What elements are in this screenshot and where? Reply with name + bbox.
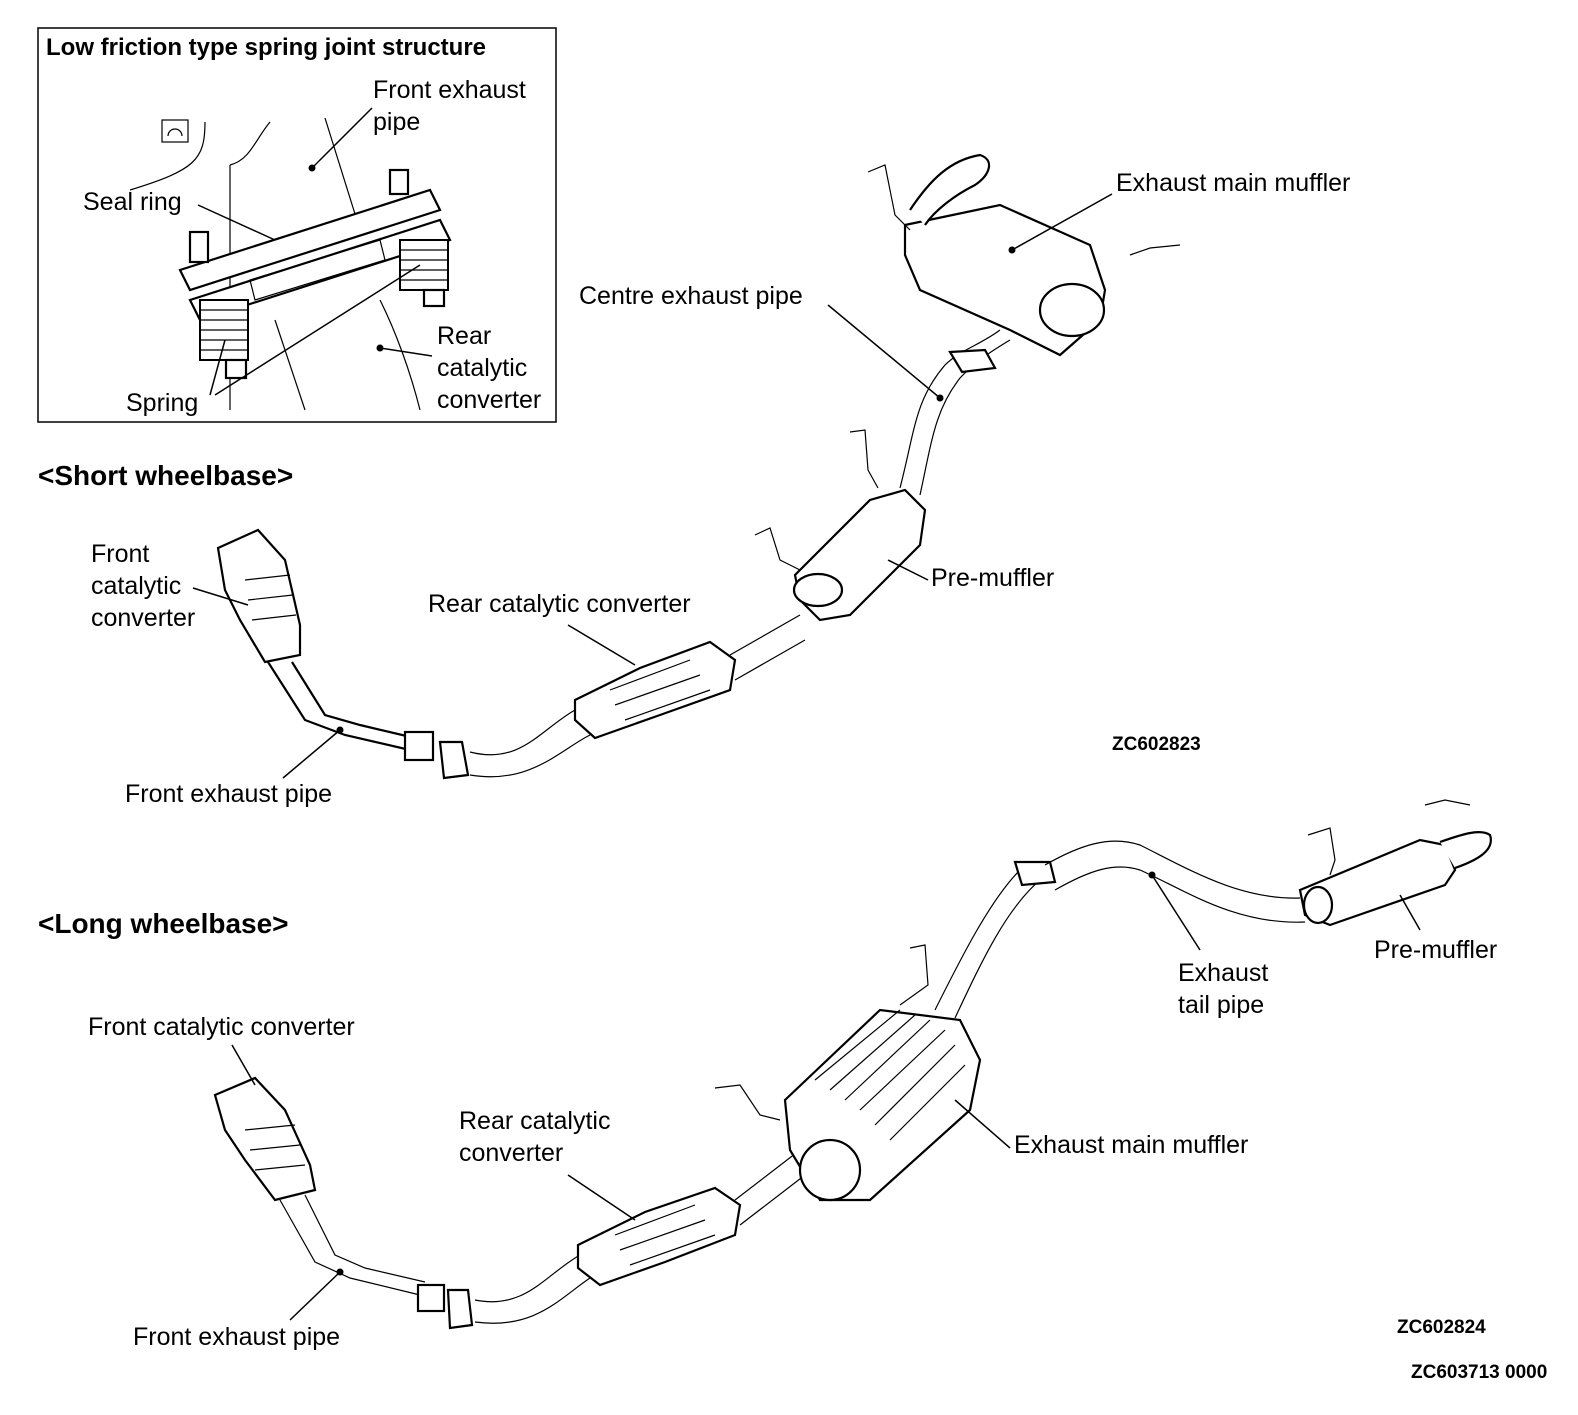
- swb-front-exhaust-pipe-label: Front exhaust pipe: [125, 780, 333, 808]
- swb-pre-muffler-label: Pre-muffler: [931, 564, 1055, 592]
- swb-front-cat-label-line1: Front: [91, 540, 150, 568]
- swb-figure-code: ZC602823: [1112, 734, 1201, 755]
- lwb-rear-cat-label-line1: Rear catalytic: [459, 1107, 611, 1135]
- inset-spring-label: Spring: [126, 389, 199, 417]
- lwb-exhaust-tail-pipe-label-line1: Exhaust: [1178, 959, 1269, 987]
- inset-title: Low friction type spring joint structure: [46, 34, 487, 61]
- lwb-exhaust-tail-pipe-label-line2: tail pipe: [1178, 991, 1265, 1019]
- short-wheelbase-drawing: [192, 153, 1181, 780]
- lwb-pre-muffler-label: Pre-muffler: [1374, 936, 1498, 964]
- inset-seal-ring-label: Seal ring: [83, 188, 182, 216]
- lwb-front-cat-label: Front catalytic converter: [88, 1013, 355, 1041]
- swb-front-cat-label-line2: catalytic: [91, 572, 182, 600]
- lwb-exhaust-main-muffler-label: Exhaust main muffler: [1014, 1131, 1249, 1159]
- inset-rear-cat-label-line1: Rear: [437, 322, 492, 350]
- swb-rear-cat-label: Rear catalytic converter: [428, 590, 691, 618]
- long-wheelbase-drawing: [213, 799, 1492, 1330]
- inset-front-exhaust-pipe-label-line2: pipe: [373, 108, 421, 136]
- swb-centre-exhaust-pipe-label: Centre exhaust pipe: [579, 282, 803, 310]
- lwb-front-exhaust-pipe-label: Front exhaust pipe: [133, 1323, 341, 1351]
- overall-figure-code: ZC603713 0000: [1411, 1362, 1548, 1383]
- swb-exhaust-main-muffler-label: Exhaust main muffler: [1116, 169, 1351, 197]
- swb-front-cat-label-line3: converter: [91, 604, 196, 632]
- inset-front-exhaust-pipe-label-line1: Front exhaust: [373, 76, 526, 104]
- long-wheelbase-heading: <Long wheelbase>: [38, 908, 289, 939]
- lwb-rear-cat-label-line2: converter: [459, 1139, 564, 1167]
- inset-rear-cat-label-line2: catalytic: [437, 354, 528, 382]
- inset-frame: [37, 27, 557, 423]
- inset-spring-joint-drawing: [37, 27, 557, 423]
- inset-rear-cat-label-line3: converter: [437, 386, 542, 414]
- short-wheelbase-heading: <Short wheelbase>: [38, 460, 294, 491]
- lwb-figure-code: ZC602824: [1397, 1317, 1486, 1338]
